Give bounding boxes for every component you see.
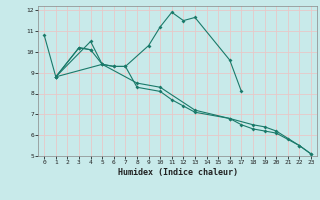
- X-axis label: Humidex (Indice chaleur): Humidex (Indice chaleur): [118, 168, 238, 177]
